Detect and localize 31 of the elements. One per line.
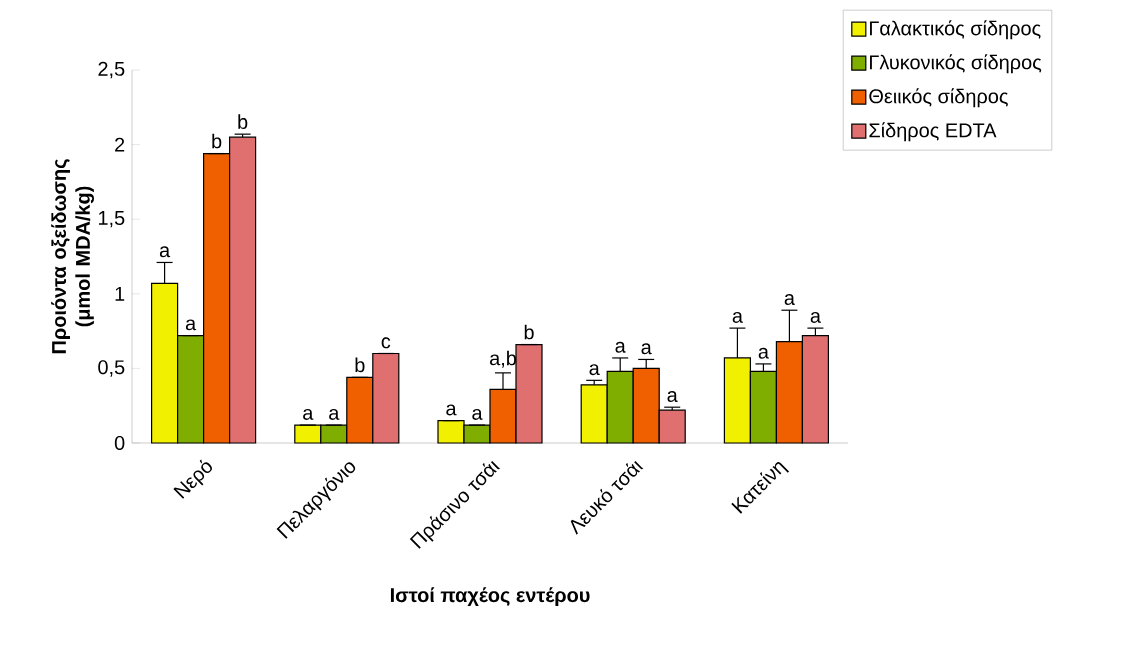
legend-label: Θειικός σίδηρος [869, 88, 1008, 108]
data-label: a [758, 347, 769, 359]
data-label: a [446, 404, 457, 416]
y-tick-label: 0,5 [98, 360, 125, 377]
x-axis-title: Ιστοί παχέος εντέρου [390, 587, 590, 607]
data-label: a [329, 408, 340, 420]
y-tick-label: 1 [115, 286, 125, 301]
y-tick-label: 2,5 [98, 61, 125, 79]
data-label: a [732, 312, 743, 323]
y-tick-label: 2 [115, 137, 125, 152]
data-label: a [303, 408, 314, 420]
data-label: a [472, 408, 483, 420]
data-label: a [615, 341, 626, 353]
y-tick-label: 1,5 [98, 211, 125, 228]
data-label: a [810, 312, 821, 323]
data-label: a [185, 319, 197, 331]
legend-label: Γαλακτικός σίδηρος [870, 20, 1041, 40]
data-label: b [524, 324, 534, 340]
legend-label: Γλυκονικός σίδηρος [870, 54, 1042, 74]
data-label: b [238, 114, 248, 129]
data-label: b [355, 357, 365, 373]
y-tick-label: 0 [114, 435, 125, 451]
data-label: c [381, 337, 391, 349]
data-label: b [212, 133, 222, 149]
legend-label: Σίδηρος EDTA [869, 122, 997, 142]
data-label: a [667, 391, 678, 402]
y-axis-title: Προιόντα οξείδωσης (μmol MDA/kg) [51, 159, 94, 354]
data-label: a [159, 246, 171, 258]
data-label: a [589, 364, 600, 376]
data-label: a [641, 343, 652, 355]
data-label: a [784, 294, 795, 305]
